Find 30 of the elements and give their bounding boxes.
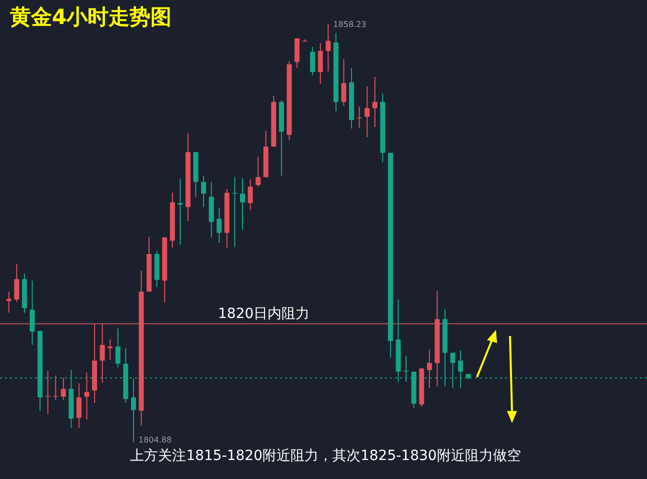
candlestick	[201, 175, 206, 208]
candlestick	[318, 42, 323, 84]
candlestick	[356, 106, 362, 128]
candlestick	[60, 377, 66, 400]
candlestick	[326, 24, 331, 72]
candlestick	[100, 322, 105, 384]
candlestick	[76, 382, 82, 429]
candlestick	[130, 378, 136, 443]
candlestick	[341, 58, 346, 106]
candlestick	[14, 264, 20, 302]
candlestick	[372, 76, 378, 128]
candlestick	[84, 372, 90, 420]
annotation: 1858.23	[333, 20, 366, 30]
candlestick	[178, 178, 183, 246]
annotation: 1804.88	[138, 435, 172, 444]
candlestick	[294, 38, 300, 69]
ref-line-label: 1820日内阻力	[218, 306, 310, 322]
candlestick	[30, 280, 35, 346]
candlestick	[426, 349, 432, 389]
candlestick	[256, 156, 261, 188]
candlestick	[364, 86, 370, 138]
annotation: 上方关注1815-1820附近阻力，其次1825-1830附近阻力做空	[130, 448, 521, 464]
candlestick	[115, 328, 120, 368]
candlestick	[310, 46, 316, 76]
candlestick	[108, 338, 113, 360]
candlestick	[216, 207, 222, 244]
candlestick	[248, 179, 253, 211]
candlestick	[240, 177, 246, 230]
chart-title: 黄金4小时走势图	[9, 5, 172, 29]
candlestick	[6, 291, 12, 314]
